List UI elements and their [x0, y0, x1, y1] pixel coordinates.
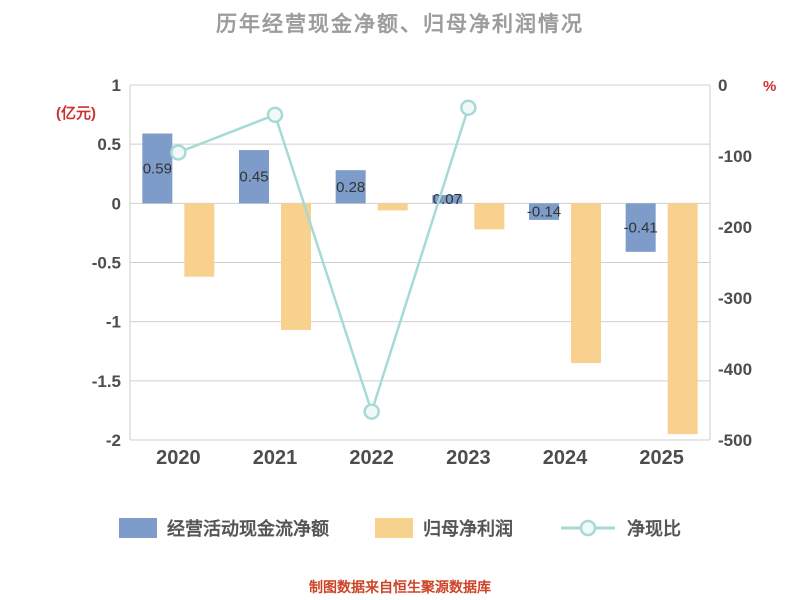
bar-netprofit-2024[interactable]	[571, 203, 601, 364]
bar-netprofit-2023[interactable]	[474, 203, 505, 230]
left-axis-tick: 0	[112, 194, 121, 213]
ratio-marker-2[interactable]	[363, 403, 380, 420]
bar-netprofit-2022[interactable]	[377, 203, 408, 211]
legend: 经营活动现金流净额 归母净利润 净现比	[0, 515, 800, 541]
left-axis-unit-label: (亿元)	[56, 105, 96, 122]
bar-value-label-2025: -0.41	[624, 220, 658, 237]
left-axis-tick: -1	[106, 313, 121, 332]
x-axis-label-2025: 2025	[639, 447, 684, 469]
legend-item-netprofit[interactable]: 归母净利润	[375, 515, 513, 541]
right-axis-tick: 0	[718, 76, 727, 95]
x-axis-label-2023: 2023	[446, 447, 491, 469]
bar-cashflow-2023[interactable]	[432, 195, 463, 204]
x-axis-label-2024: 2024	[543, 447, 588, 469]
bar-netprofit-2021[interactable]	[281, 203, 311, 330]
netprofit-swatch	[375, 518, 413, 538]
ratio-marker-0[interactable]	[170, 144, 187, 161]
bar-value-label-2022: 0.28	[336, 179, 365, 196]
bar-cashflow-2020[interactable]	[142, 133, 173, 204]
bar-value-label-2021: 0.45	[239, 169, 268, 186]
ratio-marker-1[interactable]	[266, 106, 284, 124]
left-axis-tick: 0.5	[97, 135, 121, 154]
right-axis-tick: -500	[718, 431, 752, 450]
bar-cashflow-2024[interactable]	[529, 203, 559, 220]
right-axis-tick: -100	[718, 147, 752, 166]
ratio-marker-3[interactable]	[460, 99, 477, 116]
bar-cashflow-2025[interactable]	[625, 203, 656, 252]
legend-label-ratio: 净现比	[627, 519, 681, 539]
legend-item-cashflow[interactable]: 经营活动现金流净额	[119, 515, 329, 541]
x-axis-label-2021: 2021	[253, 447, 298, 469]
right-axis-tick: -400	[718, 360, 752, 379]
right-axis-tick: -200	[718, 218, 752, 237]
bar-value-label-2024: -0.14	[527, 204, 561, 221]
legend-item-ratio[interactable]: 净现比	[559, 515, 681, 541]
left-axis-tick: -0.5	[92, 254, 121, 273]
bar-netprofit-2020[interactable]	[184, 203, 215, 277]
ratio-line-swatch	[561, 519, 615, 537]
right-axis-unit-label: %	[763, 78, 777, 95]
ratio-line	[177, 107, 470, 416]
data-source-note: 制图数据来自恒生聚源数据库	[309, 579, 491, 595]
bar-netprofit-2025[interactable]	[667, 203, 698, 435]
legend-label-netprofit: 归母净利润	[423, 519, 513, 539]
cashflow-swatch	[119, 518, 157, 538]
x-axis-label-2020: 2020	[156, 447, 201, 469]
bar-cashflow-2022[interactable]	[335, 170, 366, 204]
bar-value-label-2020: 0.59	[143, 160, 172, 177]
chart-title: 历年经营现金净额、归母净利润情况	[216, 13, 584, 36]
right-axis-tick: -300	[718, 289, 752, 308]
left-axis-tick: 1	[112, 76, 121, 95]
legend-label-cashflow: 经营活动现金流净额	[167, 519, 329, 539]
x-axis-label-2022: 2022	[349, 447, 394, 469]
bar-cashflow-2021[interactable]	[239, 150, 269, 204]
left-axis-tick: -2	[106, 431, 121, 450]
left-axis-tick: -1.5	[92, 372, 121, 391]
